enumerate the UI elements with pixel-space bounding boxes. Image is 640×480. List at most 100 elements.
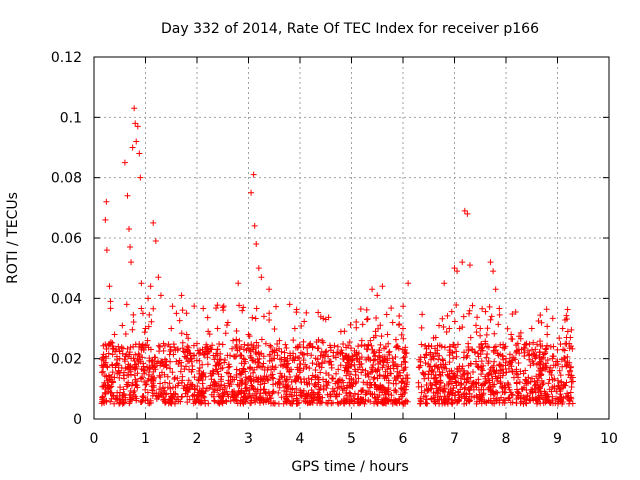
data-point bbox=[369, 364, 376, 371]
data-point bbox=[193, 397, 200, 404]
data-point-peak bbox=[266, 286, 273, 293]
data-point bbox=[388, 392, 395, 399]
data-point bbox=[114, 395, 121, 402]
data-point bbox=[132, 376, 139, 383]
data-point bbox=[496, 311, 503, 318]
data-point bbox=[233, 353, 240, 360]
data-point bbox=[562, 358, 569, 365]
data-point bbox=[249, 392, 256, 399]
data-point-peak bbox=[564, 328, 571, 335]
data-point bbox=[102, 359, 109, 366]
data-point bbox=[376, 386, 383, 393]
data-point bbox=[506, 394, 513, 401]
data-point bbox=[272, 399, 279, 406]
data-point bbox=[263, 373, 270, 380]
data-point bbox=[130, 311, 137, 318]
data-point bbox=[228, 381, 235, 388]
data-point bbox=[403, 383, 410, 390]
y-tick-label: 0.08 bbox=[51, 171, 82, 187]
data-point bbox=[345, 360, 352, 367]
data-point bbox=[216, 360, 223, 367]
data-point bbox=[308, 394, 315, 401]
data-point bbox=[360, 379, 367, 386]
data-point-peak bbox=[567, 334, 574, 341]
data-point bbox=[370, 357, 377, 364]
data-point bbox=[221, 357, 228, 364]
data-point bbox=[509, 399, 516, 406]
data-point bbox=[215, 361, 222, 368]
data-point-peak bbox=[126, 225, 133, 232]
data-point bbox=[218, 373, 225, 380]
data-point bbox=[286, 367, 293, 374]
data-point bbox=[270, 375, 277, 382]
data-point bbox=[201, 394, 208, 401]
data-point bbox=[499, 383, 506, 390]
data-point bbox=[535, 375, 542, 382]
data-point bbox=[319, 359, 326, 366]
data-point-peak bbox=[430, 355, 437, 362]
data-point bbox=[460, 313, 467, 320]
data-point bbox=[564, 353, 571, 360]
data-point bbox=[317, 398, 324, 405]
data-point bbox=[394, 400, 401, 407]
data-point bbox=[489, 375, 496, 382]
data-point bbox=[494, 350, 501, 357]
data-point bbox=[185, 377, 192, 384]
data-point bbox=[445, 388, 452, 395]
data-point bbox=[334, 399, 341, 406]
data-point bbox=[317, 369, 324, 376]
data-point bbox=[364, 315, 371, 322]
data-point bbox=[464, 369, 471, 376]
data-point bbox=[240, 394, 247, 401]
data-point-peak bbox=[459, 259, 466, 266]
data-point bbox=[510, 374, 517, 381]
data-point bbox=[536, 385, 543, 392]
data-point-peak bbox=[152, 238, 159, 245]
data-point bbox=[182, 363, 189, 370]
data-point bbox=[385, 363, 392, 370]
data-point bbox=[561, 354, 568, 361]
data-point bbox=[255, 359, 262, 366]
data-point bbox=[499, 372, 506, 379]
data-point bbox=[365, 341, 372, 348]
data-point bbox=[504, 381, 511, 388]
data-point-peak bbox=[250, 171, 257, 178]
data-point bbox=[445, 372, 452, 379]
data-point bbox=[438, 343, 445, 350]
data-point bbox=[175, 380, 182, 387]
data-point bbox=[291, 389, 298, 396]
data-point bbox=[148, 358, 155, 365]
data-point bbox=[566, 359, 573, 366]
data-point bbox=[315, 309, 322, 316]
data-point bbox=[370, 376, 377, 383]
data-point bbox=[355, 395, 362, 402]
data-point bbox=[343, 392, 350, 399]
data-point bbox=[398, 361, 405, 368]
data-point bbox=[179, 345, 186, 352]
data-point bbox=[299, 351, 306, 358]
data-point bbox=[390, 365, 397, 372]
x-tick-label: 3 bbox=[244, 431, 253, 447]
data-point bbox=[484, 351, 491, 358]
data-point bbox=[374, 400, 381, 407]
data-point bbox=[546, 368, 553, 375]
data-point bbox=[135, 350, 142, 357]
data-point bbox=[219, 364, 226, 371]
data-point-peak bbox=[322, 316, 329, 323]
data-point-peak bbox=[559, 325, 566, 332]
data-point bbox=[184, 346, 191, 353]
data-point bbox=[491, 330, 498, 337]
data-point bbox=[347, 321, 354, 328]
data-point bbox=[131, 387, 138, 394]
data-point bbox=[308, 352, 315, 359]
data-point bbox=[375, 396, 382, 403]
data-point-peak bbox=[253, 241, 260, 248]
data-point bbox=[508, 391, 515, 398]
data-point-peak bbox=[441, 280, 448, 287]
data-point bbox=[98, 356, 105, 363]
data-point-peak bbox=[178, 292, 185, 299]
data-point-peak bbox=[147, 283, 154, 290]
data-point bbox=[465, 386, 472, 393]
data-point bbox=[513, 342, 520, 349]
data-point-peak bbox=[482, 340, 489, 347]
